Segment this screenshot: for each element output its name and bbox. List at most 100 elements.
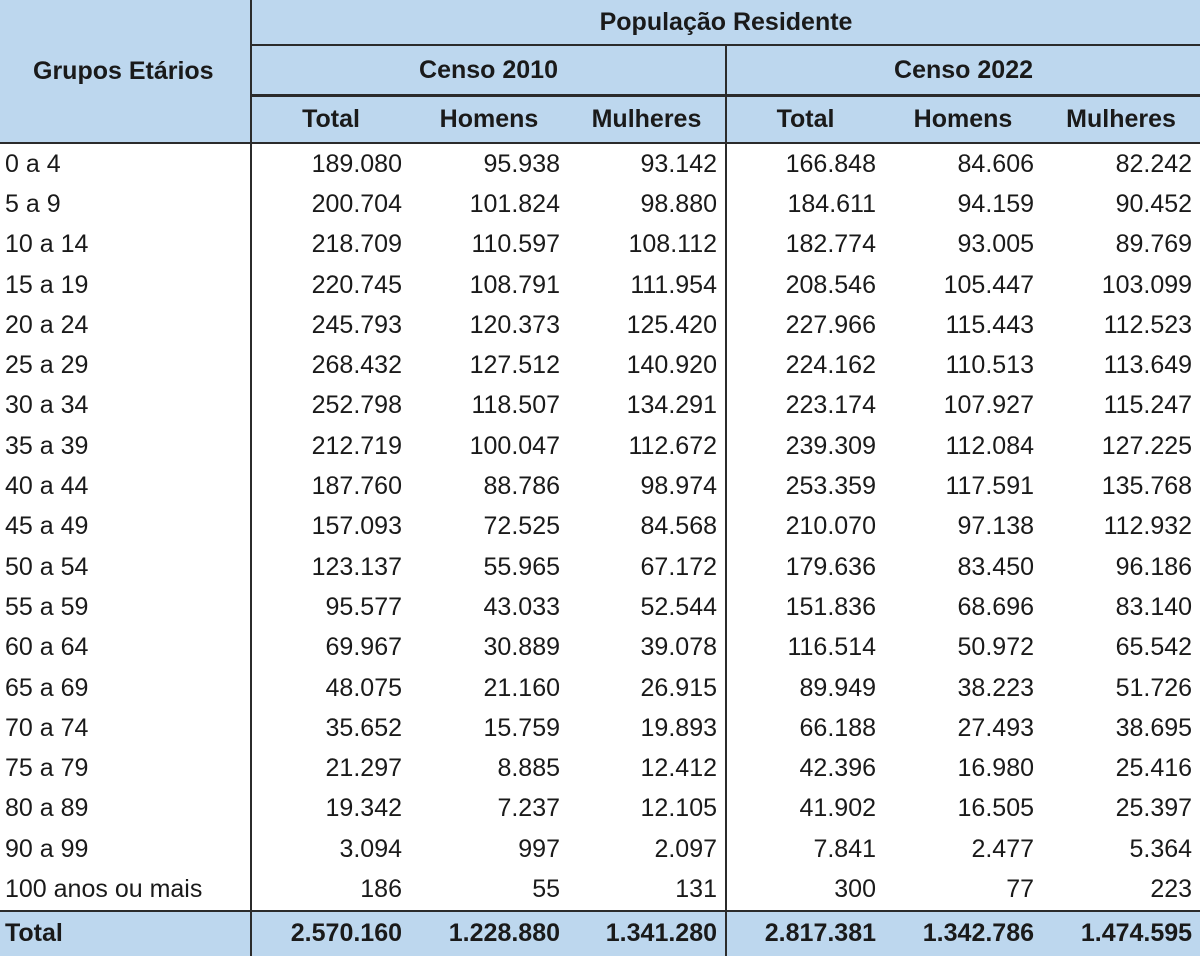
- cell-total-2022: 151.836: [785, 592, 876, 621]
- cell-total-2022: 184.611: [787, 189, 876, 218]
- cell-women-2022: 135.768: [1101, 472, 1193, 501]
- age-group-label: 65 a 69: [0, 667, 252, 709]
- table-row: 70 a 74 35.652 15.759 19.893 66.188 27.4…: [0, 708, 1200, 749]
- cell-women-2010: 12.105: [568, 788, 727, 830]
- cell-total-2022: 208.546: [785, 270, 876, 299]
- cell-total-2010: 35.652: [325, 713, 402, 742]
- cell-women-2022: 96.186: [1115, 552, 1193, 581]
- cell-total-2010: 123.137: [311, 552, 402, 581]
- cell-men-2010: 30.889: [483, 633, 560, 662]
- cell-women-2022: 127.225: [1101, 431, 1193, 460]
- age-group-label: 60 a 64: [0, 627, 252, 668]
- cell-men-2010: 55.965: [483, 552, 560, 581]
- age-group-label: 100 anos ou mais: [0, 869, 252, 911]
- cell-men-2022: 50.972: [957, 633, 1034, 662]
- cell-total-2022: 41.902: [799, 794, 876, 823]
- cell-women-2010: 52.544: [568, 587, 727, 628]
- cell-men-2022: 93.005: [957, 230, 1034, 259]
- cell-men-2010: 7.237: [497, 794, 560, 823]
- table-row: 0 a 4 189.080 95.938 93.142 166.848 84.6…: [0, 143, 1200, 185]
- cell-total-2010: 19.342: [325, 794, 402, 823]
- cell-total-2010: 212.719: [311, 431, 402, 460]
- cell-men-2010: 118.507: [471, 391, 560, 420]
- cell-women-2010: 84.568: [568, 506, 727, 547]
- cell-women-2022: 112.523: [1103, 310, 1193, 339]
- table-row: 100 anos ou mais 186 55 131 300 77 223: [0, 869, 1200, 911]
- col-women-2022: Mulheres: [1042, 95, 1200, 144]
- cell-women-2010: 67.172: [568, 546, 727, 588]
- cell-men-2010: 15.759: [483, 713, 560, 742]
- cell-men-2022: 84.606: [957, 149, 1034, 178]
- cell-men-2022: 94.159: [957, 189, 1034, 218]
- table-row: 30 a 34 252.798 118.507 134.291 223.174 …: [0, 385, 1200, 427]
- cell-men-2010: 21.160: [483, 673, 560, 702]
- age-groups-header: Grupos Etários: [0, 0, 252, 144]
- age-group-label: 0 a 4: [0, 143, 252, 185]
- age-group-label: 25 a 29: [0, 345, 252, 386]
- cell-women-2022: 5.364: [1129, 834, 1193, 863]
- cell-women-2010: 98.880: [568, 184, 727, 225]
- col-men-2010: Homens: [410, 95, 568, 144]
- cell-men-2022: 112.084: [945, 431, 1034, 460]
- cell-women-2022: 115.247: [1103, 391, 1193, 420]
- cell-women-2010: 134.291: [568, 385, 727, 427]
- cell-total-2010: 48.075: [325, 673, 402, 702]
- age-group-label: 10 a 14: [0, 224, 252, 265]
- cell-total-2022: 239.309: [785, 431, 876, 460]
- table-row: 35 a 39 212.719 100.047 112.672 239.309 …: [0, 426, 1200, 467]
- age-group-label: 15 a 19: [0, 264, 252, 306]
- cell-men-2010: 8.885: [497, 754, 560, 783]
- table-row: 65 a 69 48.075 21.160 26.915 89.949 38.2…: [0, 667, 1200, 709]
- cell-total-2010: 21.297: [325, 754, 402, 783]
- cell-total-2010: 186: [360, 874, 402, 903]
- cell-men-2022: 97.138: [957, 512, 1034, 541]
- col-total-2022: Total: [726, 95, 884, 144]
- cell-men-2010: 127.512: [469, 351, 560, 380]
- cell-men-2010: 120.373: [469, 310, 560, 339]
- cell-women-2010: 12.412: [568, 748, 727, 789]
- age-group-label: 75 a 79: [0, 748, 252, 789]
- cell-women-2022: 89.769: [1115, 230, 1193, 259]
- table-row: 75 a 79 21.297 8.885 12.412 42.396 16.98…: [0, 748, 1200, 789]
- cell-men-2022: 2.477: [971, 834, 1034, 863]
- cell-men-2022: 117.591: [945, 472, 1034, 501]
- table-row: 45 a 49 157.093 72.525 84.568 210.070 97…: [0, 506, 1200, 547]
- cell-men-2010: 100.047: [469, 431, 560, 460]
- cell-men-2010: 88.786: [483, 472, 560, 501]
- age-group-label: 45 a 49: [0, 506, 252, 547]
- cell-women-2022: 83.140: [1115, 592, 1193, 621]
- cell-men-2022: 38.223: [957, 673, 1034, 702]
- cell-women-2022: 25.416: [1115, 754, 1193, 783]
- total-cell-total-2022: 2.817.381: [726, 909, 884, 956]
- cell-women-2010: 140.920: [568, 345, 727, 386]
- cell-women-2010: 26.915: [568, 667, 727, 709]
- table-row: 80 a 89 19.342 7.237 12.105 41.902 16.50…: [0, 788, 1200, 830]
- resident-population-header: População Residente: [251, 0, 1200, 46]
- cell-men-2022: 68.696: [957, 592, 1034, 621]
- cell-men-2010: 110.597: [471, 230, 560, 259]
- cell-women-2010: 19.893: [568, 708, 727, 749]
- cell-total-2010: 200.704: [311, 189, 402, 218]
- table-row: 25 a 29 268.432 127.512 140.920 224.162 …: [0, 345, 1200, 386]
- cell-men-2022: 27.493: [957, 713, 1034, 742]
- table-row: 40 a 44 187.760 88.786 98.974 253.359 11…: [0, 466, 1200, 507]
- cell-total-2010: 218.709: [311, 230, 402, 259]
- census-2010-header: Censo 2010: [251, 45, 727, 97]
- cell-total-2010: 95.577: [325, 592, 402, 621]
- cell-women-2010: 108.112: [568, 224, 727, 265]
- cell-total-2022: 224.162: [785, 351, 876, 380]
- total-cell-women-2010: 1.341.280: [568, 909, 727, 956]
- cell-men-2010: 997: [518, 834, 560, 863]
- table-row: 60 a 64 69.967 30.889 39.078 116.514 50.…: [0, 627, 1200, 668]
- cell-women-2010: 2.097: [568, 829, 727, 870]
- cell-women-2022: 38.695: [1115, 713, 1193, 742]
- cell-men-2022: 115.443: [945, 310, 1034, 339]
- cell-men-2022: 16.505: [957, 794, 1034, 823]
- cell-women-2010: 131: [568, 869, 727, 911]
- age-group-label: 40 a 44: [0, 466, 252, 507]
- cell-total-2010: 252.798: [311, 391, 402, 420]
- cell-total-2022: 116.514: [787, 633, 876, 662]
- cell-men-2010: 101.824: [469, 189, 560, 218]
- cell-women-2022: 65.542: [1115, 633, 1193, 662]
